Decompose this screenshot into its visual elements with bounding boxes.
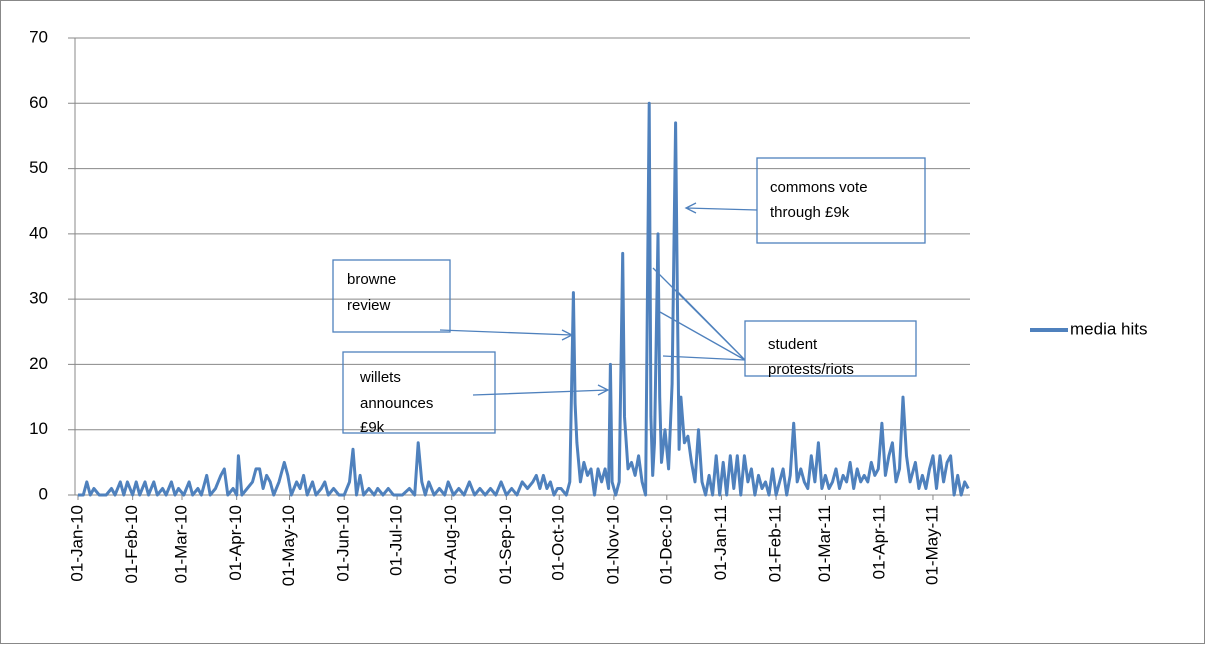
x-tick-label: 01-Feb-11 xyxy=(766,505,785,582)
x-tick-label: 01-Jan-10 xyxy=(67,505,86,582)
data-line xyxy=(78,101,970,497)
x-tick-label: 01-Jul-10 xyxy=(387,505,406,576)
x-tick-label: 01-May-11 xyxy=(922,505,941,585)
annotation-text: £9k xyxy=(360,419,385,436)
annotation-arrow xyxy=(472,384,610,396)
annotations: browne review willets announces £9k comm… xyxy=(332,157,926,436)
y-tick-label: 60 xyxy=(29,93,48,112)
y-tick-label: 50 xyxy=(29,158,48,177)
annotation-text: review xyxy=(347,297,391,314)
annotation-box xyxy=(756,157,926,244)
y-tick-label: 10 xyxy=(29,419,48,438)
x-tick-label: 01-Oct-10 xyxy=(549,505,568,581)
annotation-text: commons vote xyxy=(770,179,868,196)
x-tick-label: 01-Feb-10 xyxy=(122,505,141,583)
annotation-text: protests/riots xyxy=(768,361,854,378)
annotation-box xyxy=(342,351,496,434)
x-tick-label: 01-May-10 xyxy=(279,505,298,586)
annotation-text: through £9k xyxy=(770,204,850,221)
x-tick-label: 01-Jun-10 xyxy=(334,505,353,582)
annotation-text: browne xyxy=(347,271,396,288)
annotation-text: willets xyxy=(359,369,401,386)
annotation-box xyxy=(332,259,451,333)
x-tick-label: 01-Dec-10 xyxy=(656,505,675,584)
x-tick-label: 01-Jan-11 xyxy=(711,505,730,580)
annotation-box xyxy=(744,320,917,377)
annotation-arrow xyxy=(684,202,758,214)
annotation-arrow xyxy=(439,329,574,341)
x-tick-label: 01-Mar-11 xyxy=(815,505,834,582)
annotation-arrow xyxy=(652,267,746,361)
x-tick-label: 01-Apr-11 xyxy=(870,505,889,579)
y-tick-label: 0 xyxy=(39,484,48,503)
annotation-text: student xyxy=(768,336,818,353)
legend-label: media hits xyxy=(1070,319,1147,338)
y-tick-label: 20 xyxy=(29,354,48,373)
x-tick-label: 01-Mar-10 xyxy=(171,505,190,583)
y-tick-label: 40 xyxy=(29,223,48,242)
x-tick-label: 01-Aug-10 xyxy=(441,505,460,584)
y-tick-label: 70 xyxy=(29,27,48,46)
x-tick-label: 01-Nov-10 xyxy=(603,505,622,584)
y-tick-label: 30 xyxy=(29,289,48,308)
annotation-text: announces xyxy=(360,395,433,412)
x-tick-label: 01-Sep-10 xyxy=(496,505,515,584)
x-tick-label: 01-Apr-10 xyxy=(226,505,245,581)
